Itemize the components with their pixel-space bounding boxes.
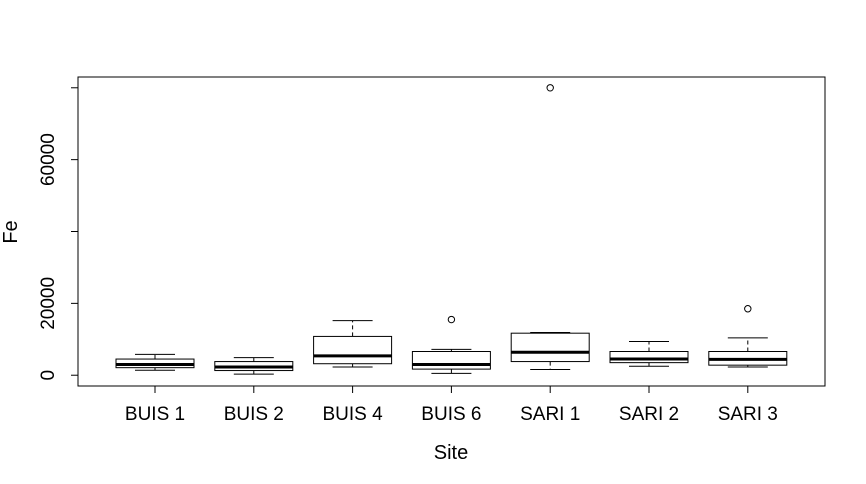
y-tick-label: 20000 [38, 277, 59, 330]
iqr-box [313, 335, 393, 365]
y-axis-title: Fe [0, 220, 22, 243]
box-buis-4 [313, 320, 393, 368]
boxes-layer [115, 84, 788, 375]
x-tick-label: SARI 2 [619, 404, 679, 425]
x-tick-label: BUIS 6 [421, 404, 481, 425]
box-sari-3 [708, 305, 788, 368]
y-axis: 0 20000 60000 [38, 87, 79, 381]
x-tick-label: BUIS 4 [322, 404, 383, 425]
box-buis-2 [214, 357, 294, 375]
outlier-point [546, 84, 554, 92]
box-buis-1 [115, 353, 195, 371]
x-tick-label: SARI 1 [520, 404, 580, 425]
x-axis: BUIS 1 BUIS 2 BUIS 4 BUIS 6 SARI 1 SARI 2 SARI… [125, 385, 778, 425]
box-sari-1 [510, 84, 590, 370]
box-sari-2 [609, 340, 689, 367]
x-tick-label: BUIS 1 [125, 404, 185, 425]
x-axis-title: Site [434, 442, 468, 464]
iqr-box [510, 332, 590, 363]
x-tick-label: BUIS 2 [224, 404, 284, 425]
outlier-point [447, 315, 456, 324]
y-tick-label: 0 [38, 370, 59, 381]
box-buis-6 [411, 315, 491, 374]
iqr-box [411, 351, 491, 370]
outlier-point [744, 305, 752, 313]
iqr-box [609, 351, 689, 364]
plot-frame [77, 76, 826, 387]
x-tick-label: SARI 3 [718, 404, 778, 425]
y-tick-label: 60000 [38, 133, 59, 186]
